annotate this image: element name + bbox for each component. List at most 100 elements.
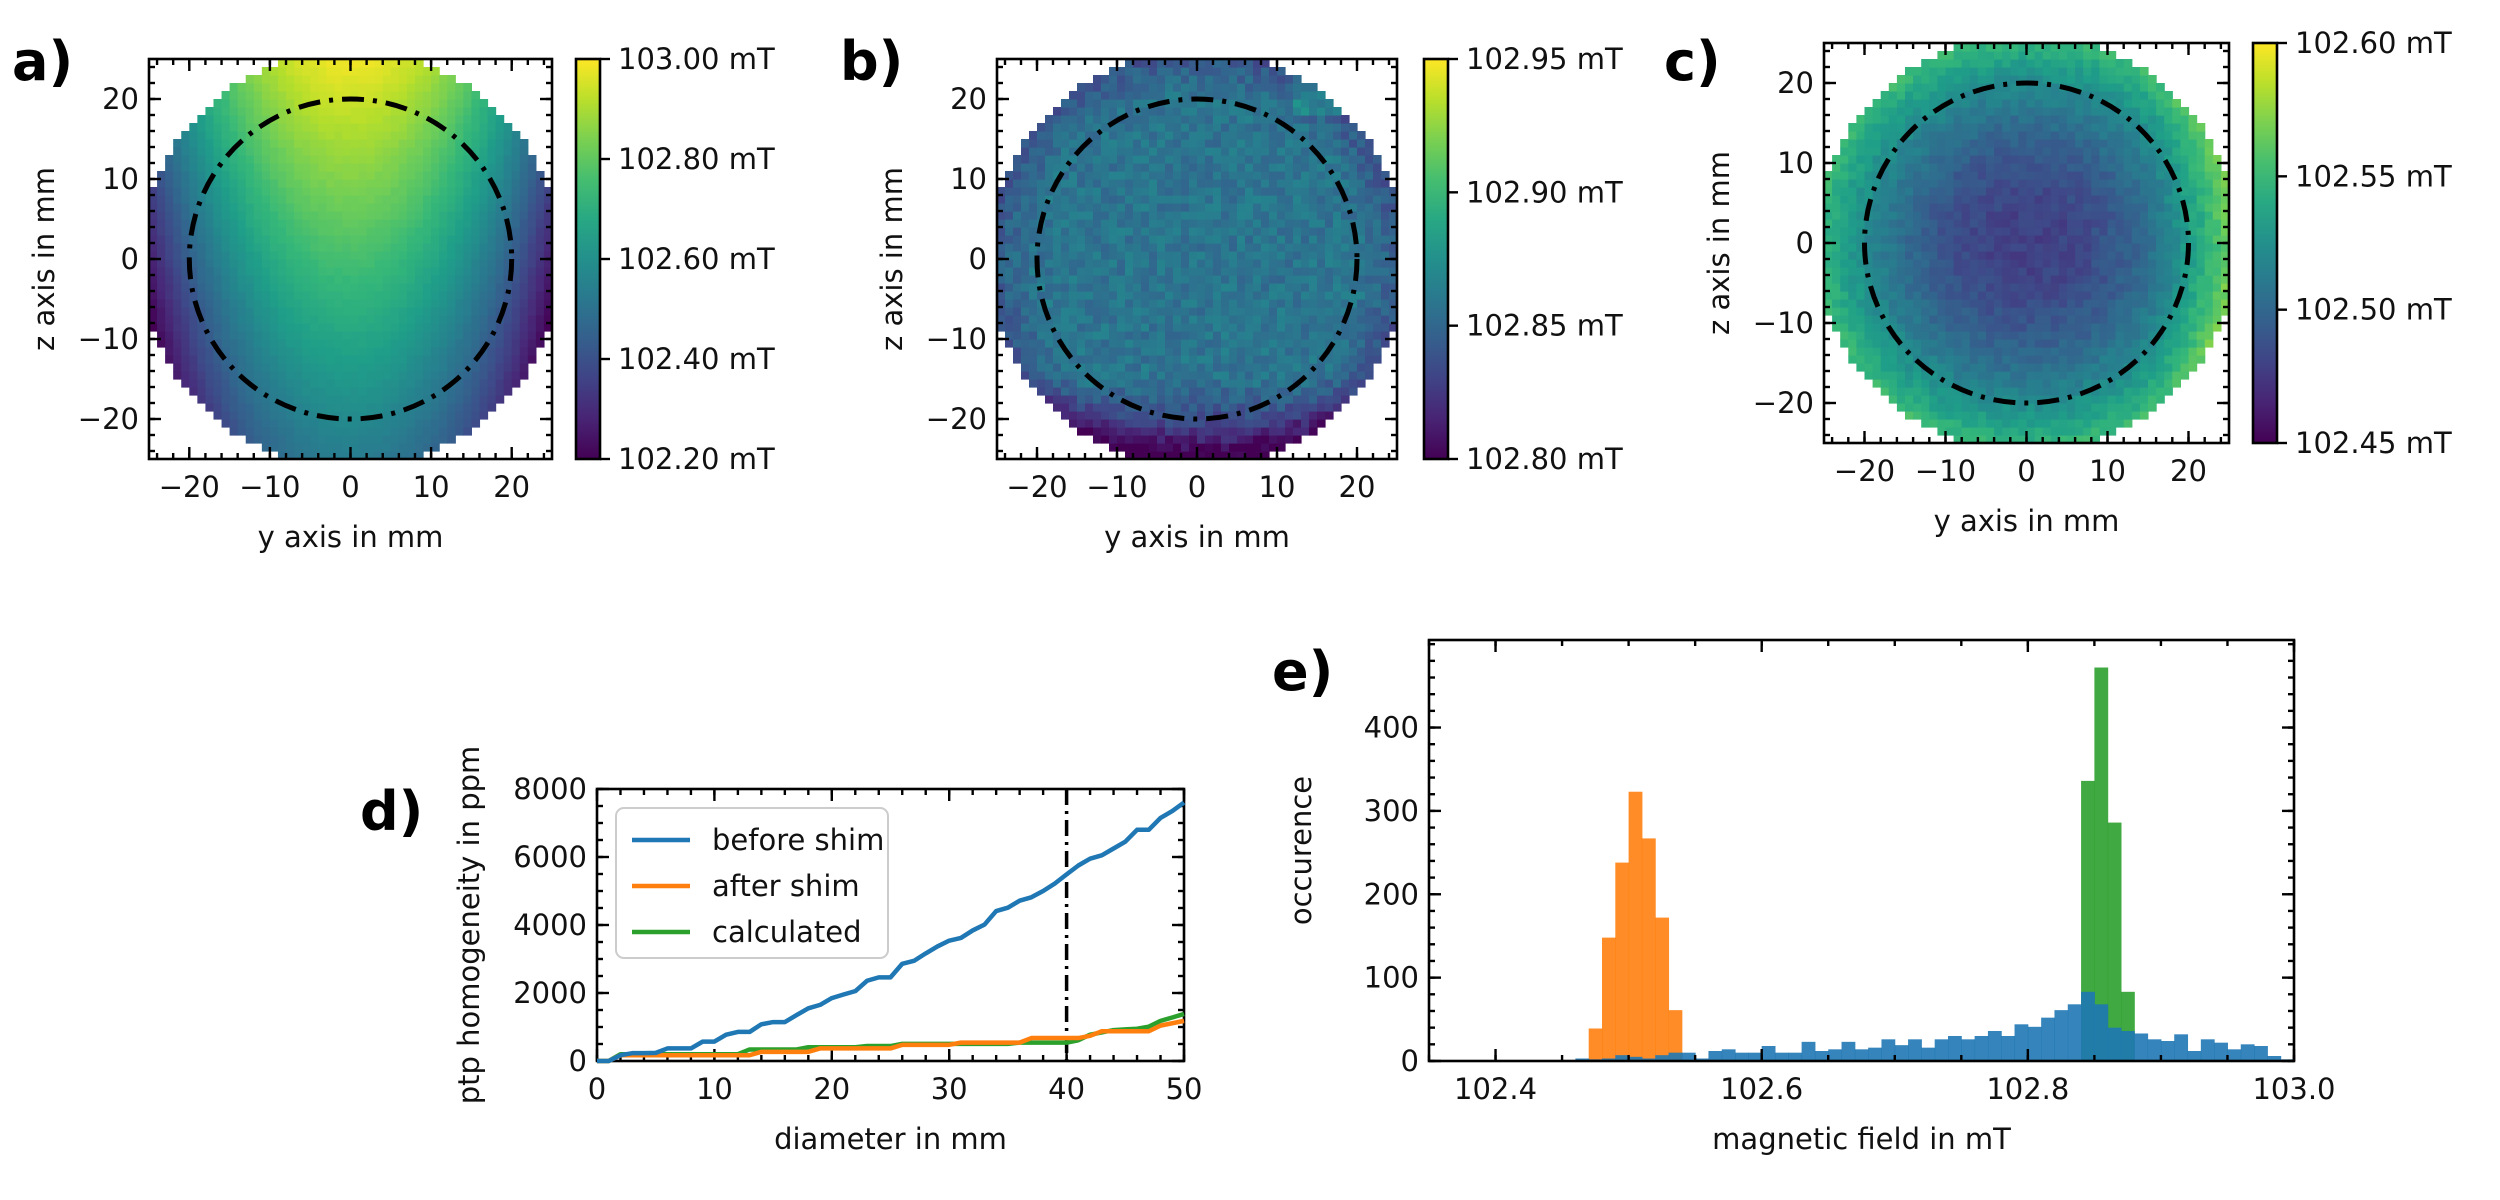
- heatmap-cell: [1905, 179, 1914, 188]
- heatmap-cell: [1093, 235, 1102, 244]
- heatmap-cell: [1165, 187, 1174, 196]
- heatmap-cell: [1237, 187, 1246, 196]
- heatmap-cell: [1285, 339, 1294, 348]
- heatmap-cell: [229, 275, 239, 284]
- heatmap-cell: [1357, 147, 1366, 156]
- heatmap-cell: [447, 307, 456, 316]
- heatmap-cell: [487, 259, 497, 268]
- heatmap-cell: [1061, 395, 1070, 404]
- colorbar-tick-label: 102.80 mT: [618, 142, 775, 176]
- heatmap-cell: [245, 211, 255, 220]
- heatmap-cell: [1245, 235, 1254, 244]
- heatmap-cell: [1045, 227, 1054, 236]
- heatmap-cell: [269, 171, 279, 180]
- heatmap-cell: [1929, 419, 1938, 428]
- heatmap-cell: [1221, 339, 1230, 348]
- heatmap-cell: [1013, 195, 1022, 204]
- heatmap-cell: [221, 99, 231, 108]
- heatmap-cell: [1293, 355, 1302, 364]
- heatmap-cell: [165, 219, 174, 228]
- heatmap-cell: [1285, 147, 1294, 156]
- heatmap-cell: [1253, 427, 1262, 436]
- heatmap-cell: [326, 283, 335, 292]
- heatmap-cell: [1237, 115, 1246, 124]
- heatmap-cell: [1905, 155, 1914, 164]
- heatmap-cell: [1189, 451, 1198, 460]
- heatmap: [997, 59, 1398, 460]
- heatmap-cell: [1832, 219, 1841, 228]
- heatmap-cell: [1077, 243, 1086, 252]
- heatmap-cell: [455, 147, 464, 156]
- heatmap-cell: [310, 291, 319, 300]
- heatmap-cell: [1896, 131, 1906, 140]
- heatmap-cell: [269, 331, 279, 340]
- heatmap-cell: [423, 67, 432, 76]
- heatmap-cell: [1872, 259, 1882, 268]
- heatmap-cell: [1317, 363, 1326, 372]
- heatmap-cell: [229, 171, 239, 180]
- heatmap-cell: [310, 187, 319, 196]
- heatmap-cell: [302, 299, 311, 308]
- heatmap-cell: [366, 259, 376, 268]
- heatmap-cell: [1101, 115, 1110, 124]
- heatmap-cell: [1349, 307, 1358, 316]
- heatmap-cell: [1029, 251, 1038, 260]
- heatmap-cell: [1341, 179, 1350, 188]
- heatmap-cell: [1325, 323, 1334, 332]
- heatmap-cell: [1325, 219, 1334, 228]
- heatmap-cell: [269, 203, 279, 212]
- heatmap-cell: [374, 299, 384, 308]
- heatmap-cell: [463, 427, 472, 436]
- heatmap-cell: [302, 363, 311, 372]
- heatmap-cell: [1896, 75, 1906, 84]
- heatmap-cell: [1101, 171, 1110, 180]
- heatmap-cell: [406, 235, 416, 244]
- heatmap-cell: [205, 147, 215, 156]
- heatmap-cell: [1921, 275, 1930, 284]
- heatmap-cell: [543, 283, 553, 292]
- heatmap-cell: [406, 163, 416, 172]
- heatmap-cell: [1277, 91, 1286, 100]
- heatmap-cell: [1341, 163, 1350, 172]
- heatmap-cell: [455, 259, 464, 268]
- heatmap-cell: [1365, 195, 1374, 204]
- heatmap-cell: [1069, 411, 1078, 420]
- heatmap-cell: [1141, 371, 1150, 380]
- heatmap-cell: [503, 211, 513, 220]
- heatmap-cell: [1848, 283, 1857, 292]
- heatmap-cell: [1109, 379, 1118, 388]
- heatmap-cell: [423, 83, 432, 92]
- heatmap-cell: [1021, 203, 1030, 212]
- heatmap-cell: [1880, 219, 1890, 228]
- heatmap-cell: [1117, 75, 1126, 84]
- heatmap-cell: [1269, 395, 1278, 404]
- heatmap-cell: [1309, 195, 1318, 204]
- heatmap-cell: [197, 227, 207, 236]
- heatmap-cell: [221, 251, 231, 260]
- heatmap-cell: [245, 355, 255, 364]
- heatmap-cell: [326, 107, 335, 116]
- heatmap-cell: [1221, 67, 1230, 76]
- heatmap-cell: [1921, 211, 1930, 220]
- heatmap-cell: [431, 355, 440, 364]
- heatmap-cell: [1165, 339, 1174, 348]
- heatmap-cell: [1937, 267, 1947, 276]
- heatmap-cell: [334, 131, 344, 140]
- heatmap-cell: [221, 299, 231, 308]
- heatmap-cell: [1061, 123, 1070, 132]
- heatmap-cell: [1349, 323, 1358, 332]
- heatmap-cell: [310, 139, 319, 148]
- heatmap-cell: [294, 307, 303, 316]
- heatmap-cell: [1309, 91, 1318, 100]
- heatmap-cell: [423, 443, 432, 452]
- heatmap-cell: [1913, 259, 1922, 268]
- heatmap-cell: [1905, 171, 1914, 180]
- heatmap-cell: [1229, 187, 1238, 196]
- heatmap-cell: [1221, 259, 1230, 268]
- heatmap-cell: [261, 435, 271, 444]
- heatmap-cell: [1101, 395, 1110, 404]
- heatmap-cell: [245, 195, 255, 204]
- heatmap-cell: [398, 147, 408, 156]
- heatmap-cell: [1905, 219, 1914, 228]
- heatmap-cell: [1317, 147, 1326, 156]
